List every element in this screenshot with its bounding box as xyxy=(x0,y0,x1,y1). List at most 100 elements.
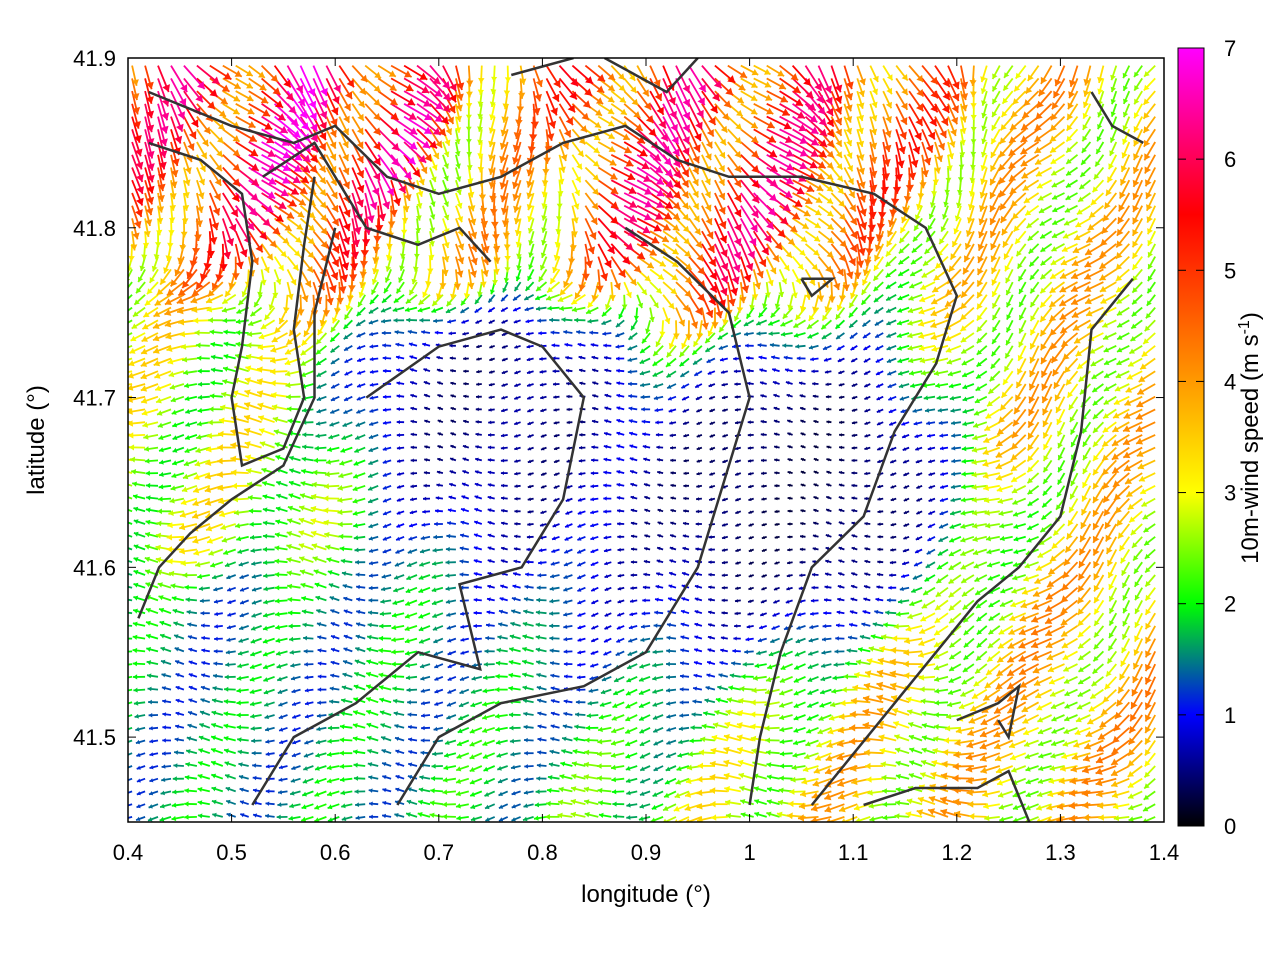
wind-arrow xyxy=(908,773,923,780)
wind-arrow xyxy=(710,800,728,808)
wind-arrow xyxy=(327,816,340,822)
wind-arrow xyxy=(211,799,224,806)
wind-arrow xyxy=(996,777,1014,786)
wind-arrow xyxy=(625,765,638,771)
wind-arrow xyxy=(395,762,405,767)
wind-arrow xyxy=(1112,803,1130,810)
wind-arrow xyxy=(302,777,314,784)
wind-arrow xyxy=(470,803,483,810)
wind-arrow xyxy=(920,759,936,767)
colorbar-label: 10m-wind speed (m s-1) xyxy=(1236,312,1264,564)
wind-arrow xyxy=(547,775,560,780)
wind-arrow xyxy=(301,803,314,810)
wind-arrow xyxy=(184,775,198,781)
wind-arrow xyxy=(983,803,1000,810)
wind-arrow xyxy=(381,762,392,767)
wind-arrow xyxy=(224,774,236,780)
wind-arrow xyxy=(583,786,599,793)
wind-arrow xyxy=(548,762,560,767)
wind-arrow xyxy=(523,790,534,795)
wind-arrow xyxy=(339,763,353,769)
wind-arrow xyxy=(650,816,664,822)
wind-arrow xyxy=(161,777,172,782)
wind-arrow xyxy=(612,801,625,807)
wind-arrow xyxy=(724,799,741,806)
wind-arrow xyxy=(455,803,469,809)
wind-arrow xyxy=(967,800,987,808)
wind-arrow xyxy=(149,765,159,770)
wind-arrow xyxy=(326,790,340,797)
wind-arrow xyxy=(327,803,340,810)
wind-arrow xyxy=(798,802,819,810)
wind-arrow xyxy=(837,777,858,787)
wind-arrow xyxy=(725,812,741,819)
x-tick-label: 0.8 xyxy=(527,840,558,865)
wind-arrow xyxy=(838,803,858,813)
wind-arrow xyxy=(906,798,923,806)
wind-arrow xyxy=(355,802,366,807)
wind-arrow xyxy=(791,764,806,771)
wind-arrow xyxy=(185,762,198,767)
wind-arrow xyxy=(395,774,405,780)
wind-arrow xyxy=(339,777,353,783)
wind-arrow xyxy=(766,811,780,818)
wind-arrow xyxy=(880,761,897,768)
wind-arrow xyxy=(354,789,366,794)
wind-arrow xyxy=(159,803,172,809)
wind-arrow xyxy=(455,777,470,784)
wind-arrow xyxy=(353,762,366,768)
wind-arrow xyxy=(802,765,819,773)
wind-arrow xyxy=(1025,777,1039,785)
wind-arrow xyxy=(651,803,664,810)
wind-arrow xyxy=(665,765,677,772)
wind-arrow xyxy=(171,815,185,822)
wind-arrow xyxy=(407,762,418,767)
wind-arrow xyxy=(483,777,496,785)
wind-arrow xyxy=(626,815,638,820)
wind-arrow xyxy=(1095,777,1117,787)
wind-arrow xyxy=(534,802,547,808)
wind-arrow xyxy=(314,803,327,810)
wind-arrow xyxy=(442,801,456,808)
wind-arrow xyxy=(289,790,301,796)
wind-arrow xyxy=(882,801,897,808)
wind-arrow xyxy=(497,777,509,784)
wind-arrow xyxy=(197,800,210,806)
wind-arrow xyxy=(824,790,845,801)
wind-arrow xyxy=(535,789,547,795)
wind-arrow xyxy=(982,790,1001,798)
wind-arrow xyxy=(571,761,586,767)
x-tick-label: 0.6 xyxy=(320,840,351,865)
wind-arrow xyxy=(498,790,509,797)
wind-arrow xyxy=(610,764,625,771)
wind-arrow xyxy=(663,790,677,798)
wind-arrow xyxy=(1036,803,1052,811)
wind-arrow xyxy=(652,790,664,798)
wind-arrow xyxy=(927,808,949,818)
wind-arrow xyxy=(314,790,327,797)
wind-arrow xyxy=(1113,815,1130,822)
wind-arrow xyxy=(584,811,599,818)
wind-arrow xyxy=(394,813,405,818)
wind-arrow xyxy=(854,816,871,822)
wind-arrow xyxy=(662,816,677,822)
wind-arrow xyxy=(239,800,249,806)
wind-arrow xyxy=(737,759,754,767)
wind-arrow xyxy=(709,787,728,794)
wind-arrow xyxy=(824,803,845,813)
wind-arrow xyxy=(148,803,159,809)
wind-arrow xyxy=(511,777,521,783)
wind-arrow xyxy=(136,803,146,809)
wind-arrow xyxy=(456,815,469,821)
wind-arrow xyxy=(797,814,819,822)
wind-arrow xyxy=(881,774,897,781)
wind-arrow xyxy=(1143,778,1156,790)
wind-arrow xyxy=(417,812,431,818)
wind-arrow xyxy=(300,816,314,822)
wind-arrow xyxy=(382,800,392,806)
x-tick-label: 1.4 xyxy=(1149,840,1180,865)
wind-arrow xyxy=(696,776,715,783)
wind-arrow xyxy=(895,800,910,806)
wind-arrow xyxy=(810,803,832,812)
wind-arrow xyxy=(570,786,586,793)
